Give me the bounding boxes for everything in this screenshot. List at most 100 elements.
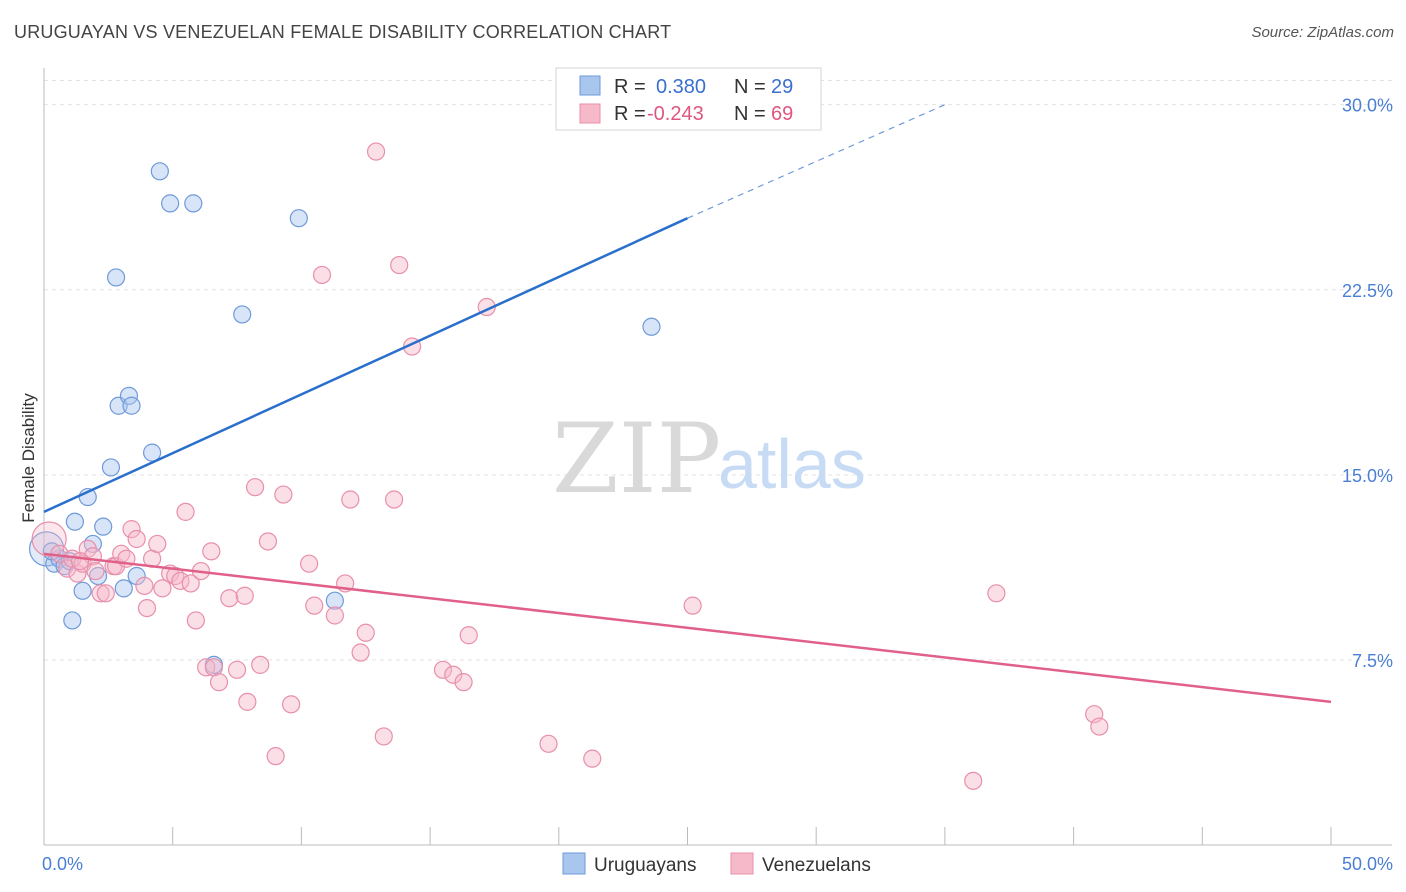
data-point xyxy=(444,665,463,684)
data-point xyxy=(122,396,141,415)
data-point xyxy=(289,209,308,228)
uruguayans-points xyxy=(28,162,661,674)
data-point xyxy=(1090,717,1109,736)
data-point xyxy=(150,162,169,181)
trend-line-venezuelans xyxy=(43,552,1332,704)
legend-n-value-blue: 29 xyxy=(771,76,793,98)
data-point xyxy=(356,623,375,642)
data-point xyxy=(101,458,121,477)
data-point xyxy=(153,579,172,598)
data-point xyxy=(233,305,252,324)
data-point xyxy=(300,554,319,573)
data-point xyxy=(964,771,983,790)
trend-line-uruguayans xyxy=(43,217,689,513)
data-point xyxy=(127,529,146,549)
y-tick-labels: 7.5% 15.0% 22.5% 30.0% xyxy=(1342,96,1393,671)
data-point xyxy=(63,611,82,630)
legend-n-label-pink: N = xyxy=(734,103,766,125)
y-tick-label: 7.5% xyxy=(1352,651,1393,671)
data-point xyxy=(143,443,162,462)
data-point xyxy=(184,194,203,213)
data-point xyxy=(325,606,344,625)
data-point xyxy=(135,576,154,595)
data-point xyxy=(65,512,84,531)
data-point xyxy=(31,521,67,557)
data-point xyxy=(235,586,254,605)
data-point xyxy=(987,584,1006,603)
data-point xyxy=(454,673,473,692)
data-point xyxy=(181,574,200,593)
chart-title: URUGUAYAN VS VENEZUELAN FEMALE DISABILIT… xyxy=(14,22,672,42)
watermark-zip: ZIP xyxy=(552,403,721,515)
legend-swatch-uruguayans xyxy=(579,75,601,96)
data-point xyxy=(366,142,386,161)
x-tick-label: 50.0% xyxy=(1342,854,1393,874)
data-point xyxy=(197,658,216,677)
data-point xyxy=(683,596,702,615)
grid-lines xyxy=(44,80,1392,661)
series-legend: Uruguayans Venezuelans xyxy=(562,852,871,876)
data-point xyxy=(266,747,285,766)
data-point xyxy=(390,255,409,275)
y-axis-title: Female Disability xyxy=(19,393,38,523)
data-point xyxy=(88,566,108,586)
data-point xyxy=(258,532,278,551)
data-point xyxy=(161,194,180,213)
trend-lines xyxy=(43,104,1332,704)
data-point xyxy=(83,534,103,554)
data-point xyxy=(122,520,141,539)
data-point xyxy=(341,490,360,509)
data-point xyxy=(114,579,133,598)
data-point xyxy=(94,517,113,536)
data-point xyxy=(351,643,370,662)
legend-r-value-pink: -0.243 xyxy=(647,103,704,125)
data-point xyxy=(106,268,126,287)
data-point xyxy=(238,692,257,711)
x-tick-labels: 0.0% 50.0% xyxy=(42,854,1393,874)
x-tick-label: 0.0% xyxy=(42,854,83,874)
data-point xyxy=(433,660,453,679)
legend-swatch-venezuelans xyxy=(579,103,601,124)
data-point xyxy=(202,542,221,561)
data-point xyxy=(70,552,90,571)
data-point xyxy=(384,490,404,509)
data-point xyxy=(274,485,293,504)
data-point xyxy=(251,655,270,674)
data-point xyxy=(325,591,344,610)
data-point xyxy=(305,596,324,615)
y-tick-label: 30.0% xyxy=(1342,96,1393,116)
legend-n-label-blue: N = xyxy=(734,76,766,98)
data-point xyxy=(209,673,229,692)
data-point xyxy=(245,478,265,497)
data-point xyxy=(642,317,661,336)
axes xyxy=(43,68,1392,846)
correlation-legend: R = 0.380 N = 29 R = -0.243 N = 69 xyxy=(555,67,822,131)
legend-r-label-pink: R = xyxy=(614,103,646,125)
legend-r-label-blue: R = xyxy=(614,76,646,98)
data-point xyxy=(166,566,185,586)
legend-n-value-pink: 69 xyxy=(771,103,793,125)
bottom-legend-venezuelans: Venezuelans xyxy=(762,855,871,876)
legend-r-value-blue: 0.380 xyxy=(656,76,706,98)
data-point xyxy=(539,734,558,753)
bottom-legend-swatch-uruguayans xyxy=(562,852,586,875)
data-point xyxy=(459,626,478,645)
data-point xyxy=(91,584,110,603)
data-point xyxy=(73,581,92,600)
y-tick-label: 15.0% xyxy=(1342,466,1393,486)
data-point xyxy=(312,265,332,285)
source-label: Source: ZipAtlas.com xyxy=(1251,24,1394,41)
data-point xyxy=(176,502,195,521)
data-point xyxy=(137,598,157,618)
watermark: ZIP atlas xyxy=(552,403,866,515)
watermark-atlas: atlas xyxy=(718,425,866,503)
data-point xyxy=(96,584,115,603)
data-point xyxy=(148,534,167,554)
data-point xyxy=(227,660,247,679)
data-point xyxy=(220,589,239,608)
data-point xyxy=(186,611,205,630)
data-point xyxy=(86,561,105,581)
bottom-legend-swatch-venezuelans xyxy=(730,852,754,875)
data-point xyxy=(282,695,301,714)
